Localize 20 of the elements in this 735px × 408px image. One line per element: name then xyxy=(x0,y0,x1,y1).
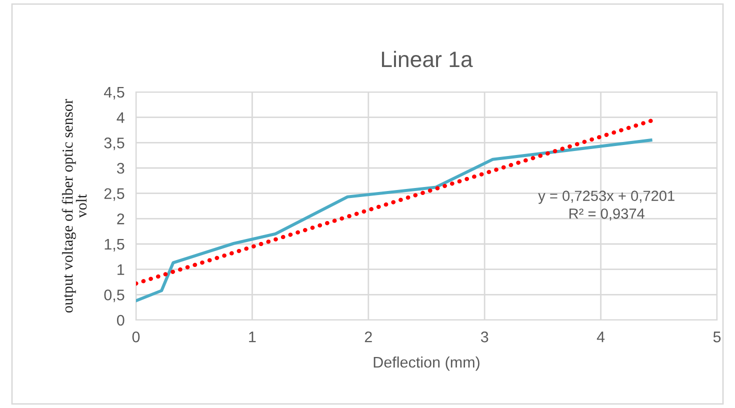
y-tick-label: 2 xyxy=(117,214,124,224)
y-tick-label: 1,5 xyxy=(104,239,124,252)
x-tick-label: 1 xyxy=(249,332,256,342)
y-tick-label: 0,5 xyxy=(104,290,124,302)
x-tick-label: 4 xyxy=(596,332,605,342)
annotation: y = 0,7253x + 0,7201 R² = 0,9374 xyxy=(538,190,674,221)
y-tick-label: 3 xyxy=(116,162,124,174)
x-tick-label: 0 xyxy=(132,332,140,342)
chart-title: Linear 1a xyxy=(382,50,473,68)
y-axis-title: output voltage of fiber optic sensor volt xyxy=(62,99,87,313)
x-tick-label: 3 xyxy=(480,332,488,342)
y-tick-label: 2,5 xyxy=(104,188,124,201)
y-tick-label: 4 xyxy=(116,112,124,123)
x-axis-title: Deflection (mm) xyxy=(374,356,480,371)
x-tick-label: 2 xyxy=(364,332,372,342)
y-tick-label: 0 xyxy=(116,314,124,326)
y-tick-label: 3,5 xyxy=(104,138,124,150)
y-tick-label: 4,5 xyxy=(104,87,124,100)
x-tick-label: 5 xyxy=(713,332,721,342)
y-tick-label: 1 xyxy=(118,264,124,275)
